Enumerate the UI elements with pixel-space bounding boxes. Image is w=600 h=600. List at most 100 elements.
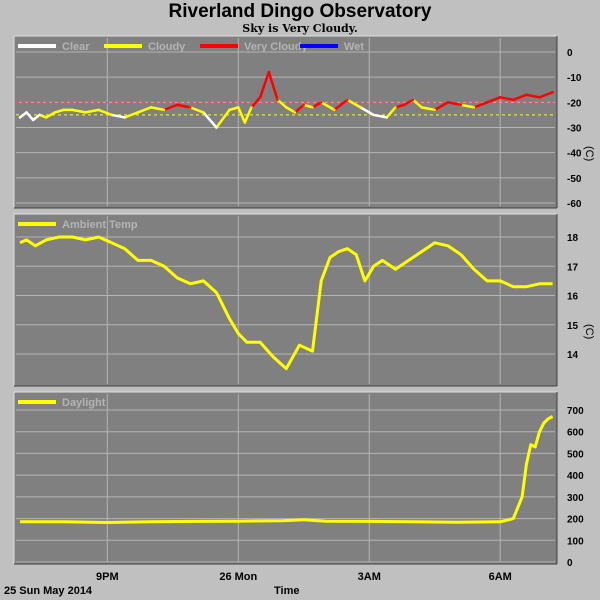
sky-series-segment [25, 111, 35, 122]
sky-data-point [97, 108, 100, 112]
sky-series-segment [44, 111, 57, 119]
ambient-ytick-label: 18 [567, 233, 579, 244]
sky-data-point [44, 116, 48, 119]
sky-ytick-label: -50 [567, 174, 582, 185]
sky-series-segment [267, 70, 279, 102]
sky-panel-background [14, 36, 557, 208]
sky-data-point [512, 98, 515, 102]
daylight-ytick-label: 0 [567, 558, 573, 569]
xtick-label: 3AM [358, 571, 381, 583]
sky-series-segment [372, 113, 388, 119]
sky-ytick-label: -10 [567, 73, 582, 84]
sky-data-point [276, 98, 279, 102]
sky-data-point [285, 106, 288, 109]
sky-data-point [433, 108, 436, 112]
sky-data-point [525, 93, 528, 96]
daylight-ytick-label: 400 [567, 471, 584, 482]
sky-data-point [411, 98, 415, 102]
sky-series-segment [525, 93, 541, 99]
x-axis-label: Time [274, 585, 300, 597]
sky-data-point [38, 113, 41, 117]
sky-series-segment [285, 106, 297, 114]
sky-data-point [258, 96, 262, 99]
sky-data-point [25, 111, 28, 114]
ambient-panel-background [14, 214, 557, 386]
sky-data-point [237, 106, 240, 109]
daylight-panel-background [14, 392, 557, 564]
sky-data-point [320, 101, 323, 104]
daylight-ytick-label: 300 [567, 493, 584, 504]
sky-series-segment [250, 96, 262, 109]
sky-series-segment [433, 101, 450, 112]
date-label: 25 Sun May 2014 [4, 585, 93, 597]
sky-ytick-label: -60 [567, 199, 582, 210]
sky-series-segment [302, 103, 314, 109]
daylight-ytick-label: 700 [567, 406, 584, 417]
sky-ytick-label: -30 [567, 124, 582, 135]
daylight-ytick-label: 600 [567, 428, 584, 439]
sky-data-point [18, 116, 22, 119]
sky-legend-label: Very Cloudy [244, 41, 308, 53]
sky-series-segment [446, 101, 463, 107]
sky-data-point [53, 111, 57, 114]
sky-legend-label: Wet [344, 41, 364, 53]
sky-series-segment [162, 103, 179, 112]
sky-ytick-label: -20 [567, 98, 582, 109]
sky-series-segment [228, 106, 240, 112]
sky-series-segment [97, 108, 113, 117]
sky-data-point [385, 116, 388, 119]
ambient-series-line [19, 235, 553, 371]
daylight-ytick-label: 200 [567, 515, 584, 526]
sky-series-segment [485, 96, 502, 104]
sky-y-unit-label: (C) [583, 146, 595, 161]
sky-series-segment [175, 103, 192, 109]
sky-ytick-label: -40 [567, 149, 582, 160]
sky-data-point [346, 98, 349, 102]
sky-series-segment [110, 113, 127, 119]
sky-series-segment [136, 106, 153, 114]
sky-data-point [485, 101, 489, 104]
sky-series-segment [215, 108, 231, 129]
sky-series-segment [385, 106, 397, 119]
sky-series-segment [123, 111, 140, 119]
sky-data-point [551, 91, 554, 94]
sky-data-point [162, 108, 166, 112]
ambient-y-unit-label: (C) [583, 324, 595, 339]
sky-data-point [333, 108, 336, 112]
sky-series-segment [359, 106, 375, 117]
sky-series-segment [84, 108, 100, 114]
sky-data-point [359, 106, 362, 109]
xtick-label: 6AM [489, 571, 512, 583]
sky-data-point [228, 108, 231, 112]
sky-status-subtitle: Sky is Very Cloudy. [242, 22, 358, 35]
sky-data-point [149, 106, 153, 109]
sky-data-point [499, 96, 502, 99]
sky-series-segment [53, 108, 65, 114]
sky-data-point [402, 103, 406, 107]
xtick-label: 9PM [96, 571, 119, 583]
sky-series-segment [293, 103, 306, 114]
sky-data-point [293, 111, 297, 114]
sky-data-point [459, 103, 463, 107]
sky-data-point [110, 113, 113, 117]
sky-data-point [71, 108, 74, 112]
sky-legend-label: Clear [62, 41, 90, 53]
daylight-ytick-label: 500 [567, 449, 584, 460]
sky-series-segment [346, 98, 362, 109]
sky-data-point [394, 106, 397, 109]
sky-data-point [136, 111, 140, 114]
sky-series-segment [472, 101, 489, 109]
sky-ytick-label: 0 [567, 48, 573, 59]
sky-series-segment [71, 108, 87, 114]
sky-data-point [123, 116, 126, 119]
sky-data-point [372, 113, 375, 117]
sky-series-segment [189, 106, 205, 114]
sky-data-point [472, 106, 476, 109]
sky-data-point [420, 106, 423, 109]
sky-series-segment [402, 98, 415, 107]
sky-legend-label: Cloudy [148, 41, 186, 53]
sky-series-segment [31, 113, 41, 122]
sky-data-point [189, 106, 192, 109]
sky-series-segment [512, 93, 528, 102]
